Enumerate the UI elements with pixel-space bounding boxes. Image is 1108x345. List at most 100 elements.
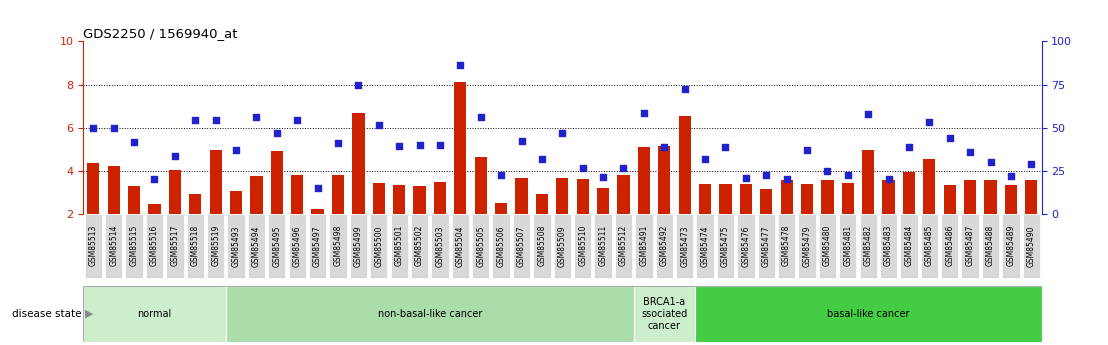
Point — [145, 177, 163, 182]
Bar — [941, 214, 958, 278]
Point — [819, 168, 837, 174]
Bar — [452, 214, 469, 278]
Bar — [658, 146, 670, 214]
Bar — [107, 166, 120, 214]
Point — [717, 144, 735, 150]
Point — [84, 125, 102, 130]
Bar — [574, 214, 592, 278]
Bar — [842, 183, 854, 214]
Bar — [737, 214, 755, 278]
Bar — [615, 214, 633, 278]
Bar — [515, 178, 527, 214]
Point — [839, 172, 856, 178]
Text: GSM85477: GSM85477 — [761, 225, 771, 267]
Text: GSM85499: GSM85499 — [353, 225, 363, 267]
Point — [553, 130, 572, 136]
Bar — [944, 185, 956, 214]
Bar — [105, 214, 122, 278]
Bar — [270, 151, 283, 214]
Bar — [597, 188, 609, 214]
Text: GDS2250 / 1569940_at: GDS2250 / 1569940_at — [83, 27, 237, 40]
Bar — [83, 286, 226, 342]
Bar — [699, 184, 711, 214]
Bar — [1023, 214, 1040, 278]
Text: GSM85513: GSM85513 — [89, 225, 98, 266]
Text: GSM85494: GSM85494 — [252, 225, 260, 267]
Point — [288, 117, 306, 123]
Text: GSM85489: GSM85489 — [1006, 225, 1015, 266]
Point — [268, 130, 286, 136]
Text: GSM85496: GSM85496 — [293, 225, 301, 267]
Text: GSM85507: GSM85507 — [517, 225, 526, 267]
Bar — [413, 186, 425, 214]
Text: GSM85488: GSM85488 — [986, 225, 995, 266]
Point — [451, 62, 469, 68]
Bar — [492, 214, 510, 278]
Point — [309, 185, 327, 191]
Text: GSM85509: GSM85509 — [557, 225, 567, 267]
Point — [207, 117, 225, 123]
Bar — [332, 175, 345, 214]
Point — [227, 148, 245, 153]
Text: GSM85504: GSM85504 — [455, 225, 465, 267]
Point — [941, 136, 958, 141]
Bar — [697, 214, 714, 278]
Bar — [309, 214, 326, 278]
Bar — [882, 180, 894, 214]
Point — [349, 82, 367, 87]
Bar — [329, 214, 347, 278]
Text: GSM85478: GSM85478 — [782, 225, 791, 266]
Text: GSM85483: GSM85483 — [884, 225, 893, 266]
Bar — [311, 208, 324, 214]
Bar — [821, 180, 833, 214]
Bar — [901, 214, 917, 278]
Bar — [230, 191, 243, 214]
Point — [492, 172, 510, 178]
Text: GSM85493: GSM85493 — [232, 225, 240, 267]
Bar — [189, 195, 202, 214]
Text: GSM85474: GSM85474 — [700, 225, 709, 267]
Bar — [434, 181, 447, 214]
Bar — [719, 184, 731, 214]
Point — [798, 148, 815, 153]
Bar — [819, 214, 837, 278]
Bar — [148, 204, 161, 214]
Text: GSM85517: GSM85517 — [171, 225, 179, 266]
Text: GSM85510: GSM85510 — [578, 225, 587, 266]
Point — [962, 150, 979, 155]
Bar — [350, 214, 367, 278]
Bar — [923, 159, 935, 214]
Bar — [288, 214, 306, 278]
Bar — [209, 150, 222, 214]
Text: GSM85503: GSM85503 — [435, 225, 444, 267]
Bar — [472, 214, 490, 278]
Point — [676, 86, 694, 91]
Bar — [839, 214, 856, 278]
Point — [574, 165, 592, 170]
Text: GSM85473: GSM85473 — [680, 225, 689, 267]
Bar — [860, 214, 876, 278]
Text: GSM85516: GSM85516 — [150, 225, 158, 266]
Bar — [474, 157, 486, 214]
Bar — [1005, 185, 1017, 214]
Point — [247, 114, 265, 120]
Bar — [227, 214, 245, 278]
Text: basal-like cancer: basal-like cancer — [827, 309, 910, 319]
Bar — [638, 147, 650, 214]
Bar — [250, 176, 263, 214]
Bar — [268, 214, 286, 278]
Point — [860, 111, 878, 116]
Text: GSM85484: GSM85484 — [904, 225, 913, 266]
Bar — [921, 214, 938, 278]
Point — [737, 176, 755, 181]
Bar — [576, 179, 588, 214]
Bar — [678, 116, 690, 214]
Text: GSM85518: GSM85518 — [191, 225, 199, 266]
Text: GSM85495: GSM85495 — [273, 225, 281, 267]
Text: GSM85497: GSM85497 — [314, 225, 322, 267]
Point — [411, 142, 429, 148]
Bar — [390, 214, 408, 278]
Bar — [634, 286, 695, 342]
Text: BRCA1-a
ssociated
cancer: BRCA1-a ssociated cancer — [642, 297, 687, 331]
Text: GSM85505: GSM85505 — [476, 225, 485, 267]
